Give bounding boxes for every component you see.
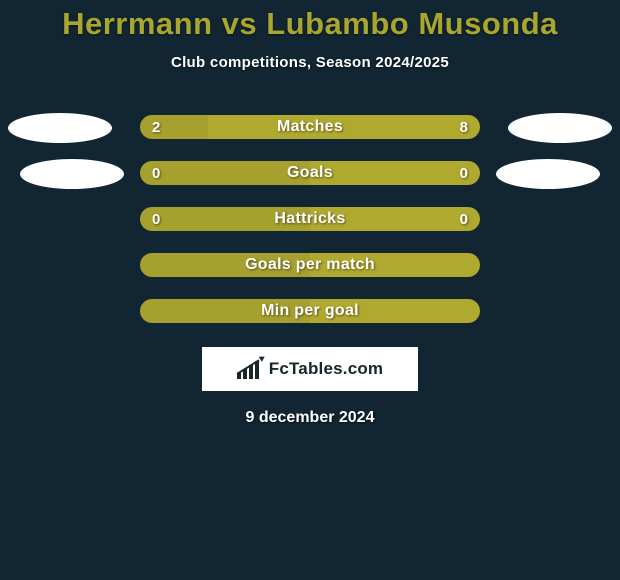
stat-bar: Goals per match xyxy=(140,253,480,277)
stat-label: Goals xyxy=(140,161,480,185)
stat-row: 00Hattricks xyxy=(0,201,620,247)
stat-row: 28Matches xyxy=(0,109,620,155)
player2-marker xyxy=(496,159,600,189)
page-title: Herrmann vs Lubambo Musonda xyxy=(0,0,620,42)
player1-marker xyxy=(8,113,112,143)
stats-block: 28Matches 00Goals 00Hattricks Goals per mat… xyxy=(0,109,620,339)
stat-row: Goals per match xyxy=(0,247,620,293)
subtitle: Club competitions, Season 2024/2025 xyxy=(0,54,620,71)
brand-box: FcTables.com xyxy=(202,347,418,391)
stat-label: Hattricks xyxy=(140,207,480,231)
player2-marker xyxy=(508,113,612,143)
player1-marker xyxy=(20,159,124,189)
stat-label: Matches xyxy=(140,115,480,139)
stat-row: 00Goals xyxy=(0,155,620,201)
stat-bar: 00Hattricks xyxy=(140,207,480,231)
date-line: 9 december 2024 xyxy=(0,409,620,427)
stat-bar: 28Matches xyxy=(140,115,480,139)
stat-bar: Min per goal xyxy=(140,299,480,323)
stat-label: Min per goal xyxy=(140,299,480,323)
stat-row: Min per goal xyxy=(0,293,620,339)
brand-text: FcTables.com xyxy=(269,359,384,379)
comparison-canvas: Herrmann vs Lubambo Musonda Club competi… xyxy=(0,0,620,580)
bar-chart-icon xyxy=(237,359,263,379)
stat-bar: 00Goals xyxy=(140,161,480,185)
stat-label: Goals per match xyxy=(140,253,480,277)
